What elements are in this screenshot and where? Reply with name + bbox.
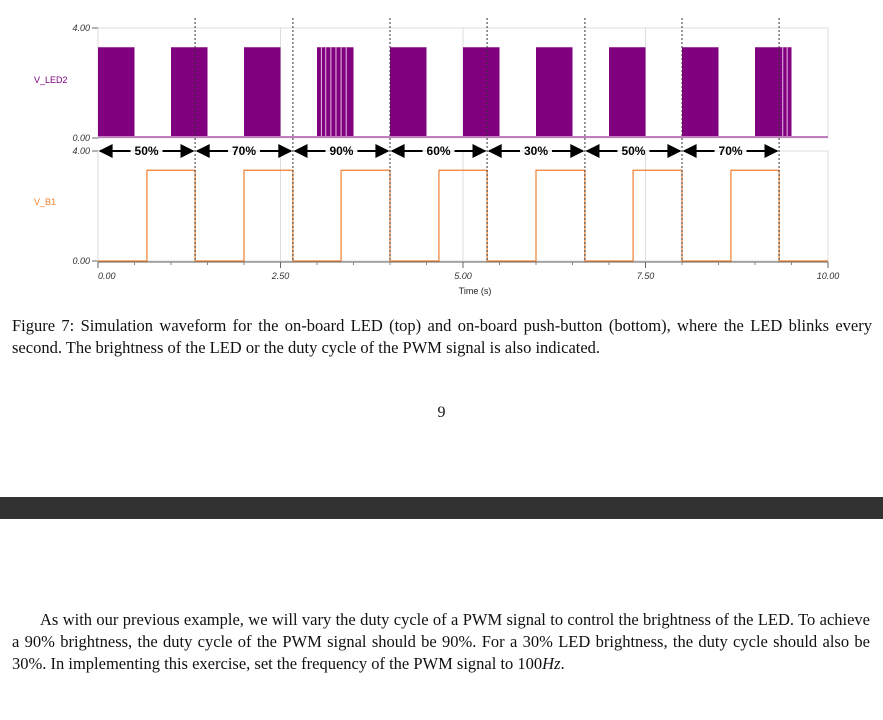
led-pulse (463, 47, 500, 138)
button-y-tick-label-top: 4.00 (72, 146, 90, 156)
duty-label: 50% (621, 144, 645, 158)
button-trace-label: V_B1 (34, 197, 56, 207)
led-y-tick-label-bottom: 0.00 (72, 133, 90, 143)
led-trace-label: V_LED2 (34, 75, 68, 85)
led-pulse (682, 47, 719, 138)
time-axis-tick-label: 7.50 (637, 271, 655, 281)
waveform-figure: 4.00 0.00 4.00 0.00 V_LED2 V_B1 50% 70% 90… (34, 18, 840, 296)
time-axis-tick-label: 2.50 (271, 271, 290, 281)
led-pulse (536, 47, 573, 138)
button-y-tick-label-bottom: 0.00 (72, 256, 90, 266)
led-pulse (317, 47, 354, 138)
hz-unit: Hz (542, 654, 561, 673)
body-paragraph: As with our previous example, we will va… (12, 609, 870, 675)
duty-label: 90% (329, 144, 353, 158)
duty-label: 60% (427, 144, 451, 158)
time-axis-tick-label: 10.00 (817, 271, 840, 281)
duty-cycle-annotations: 50% 70% 90% 60% 30% 50% 70% (98, 144, 779, 158)
led-pulse (244, 47, 281, 138)
paragraph-end: . (560, 654, 565, 673)
time-axis-tick-label: 0.00 (98, 271, 116, 281)
led-pulse (98, 47, 135, 138)
led-pulse (390, 47, 427, 138)
page-divider (0, 497, 883, 519)
time-axis-label: Time (s) (459, 286, 492, 296)
button-waveform-trace (98, 169, 828, 262)
duty-label: 70% (719, 144, 743, 158)
time-axis-tick-label: 5.00 (454, 271, 472, 281)
led-pulse-blocks (98, 47, 792, 138)
duty-label: 70% (232, 144, 256, 158)
page-number: 9 (437, 404, 446, 421)
time-axis-ticks: 0.00 2.50 5.00 7.50 10.00 (97, 262, 840, 281)
led-y-tick-label-top: 4.00 (72, 23, 90, 33)
led-pulse (171, 47, 208, 138)
paragraph-text: As with our previous example, we will va… (12, 610, 870, 673)
led-pulse (755, 47, 792, 138)
duty-label: 30% (524, 144, 548, 158)
figure-caption: Figure 7: Simulation waveform for the on… (12, 316, 872, 357)
led-pulse (609, 47, 646, 138)
period-markers (194, 18, 780, 261)
page-top: 4.00 0.00 4.00 0.00 V_LED2 V_B1 50% 70% 90… (12, 18, 872, 421)
duty-label: 50% (135, 144, 159, 158)
